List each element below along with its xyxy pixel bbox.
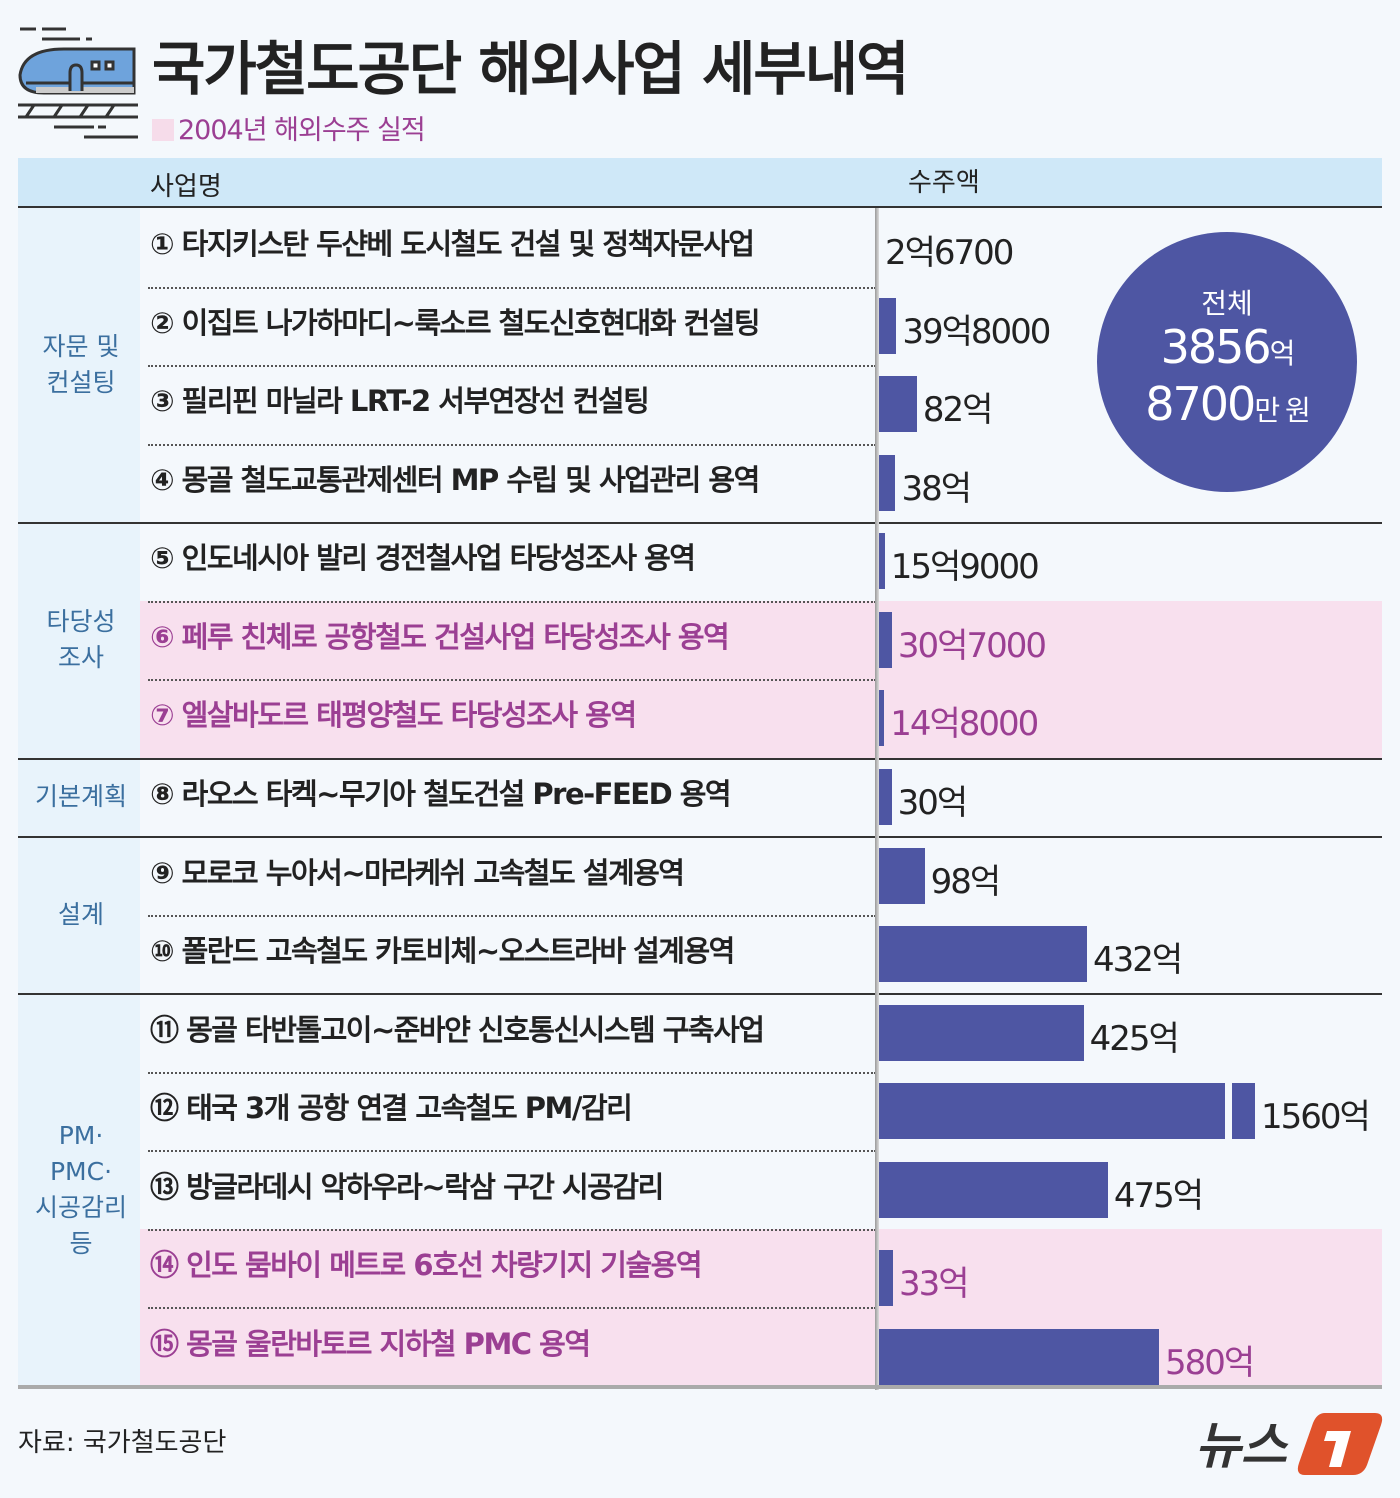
row-divider: [148, 1228, 876, 1231]
bar: [877, 376, 917, 433]
table-row: ⑫ 태국 3개 공항 연결 고속철도 PM/감리 1560억: [140, 1072, 1382, 1151]
value-label: 425억: [1089, 1018, 1180, 1059]
bar: [877, 690, 885, 747]
value-label: 38억: [901, 468, 972, 509]
table-row: ⑪ 몽골 타반톨고이~준바얀 신호통신시스템 구축사업 425억: [140, 993, 1382, 1072]
row-divider: [148, 365, 876, 368]
category-column: [18, 208, 140, 1386]
project-name: ② 이집트 나가하마디~룩소르 철도신호현대화 컨설팅: [150, 305, 761, 340]
project-name: ⑨ 모로코 누아서~마라케쉬 고속철도 설계용역: [150, 855, 685, 890]
row-divider: [18, 522, 1382, 525]
value-label: 432억: [1093, 940, 1183, 981]
category-label: 설계: [57, 899, 104, 929]
value-label: 475억: [1113, 1175, 1204, 1216]
table-row: ③ 필리핀 마닐라 LRT-2 서부연장선 컨설팅 82억: [140, 365, 1382, 444]
row-divider: [148, 1150, 876, 1153]
row-divider: [148, 914, 876, 917]
total-label: 전체: [1201, 287, 1253, 320]
category-label: 타당성 조사: [46, 606, 116, 672]
table-row: ① 타지키스탄 두샨베 도시철도 건설 및 정책자문사업 2억6700: [140, 208, 1382, 287]
bar-axis: [875, 208, 879, 1390]
table-row: ④ 몽골 철도교통관제센터 MP 수립 및 사업관리 용역 38억: [140, 444, 1382, 523]
project-name: ④ 몽골 철도교통관제센터 MP 수립 및 사업관리 용역: [150, 462, 760, 497]
project-name: ⑧ 라오스 타켁~무기아 철도건설 Pre-FEED 용역: [150, 776, 732, 811]
value-label: 30억7000: [897, 625, 1047, 666]
value-label: 2억6700: [885, 233, 1014, 274]
value-label: 15억9000: [890, 547, 1040, 588]
table-row: ⑨ 모로코 누아서~마라케쉬 고속철도 설계용역 98억: [140, 836, 1382, 915]
project-name: ⑤ 인도네시아 발리 경전철사업 타당성조사 용역: [150, 541, 696, 576]
table-row: ⑭ 인도 뭄바이 메트로 6호선 차량기지 기술용역 33억: [140, 1228, 1382, 1308]
project-name: ⑬ 방글라데시 악하우라~락삼 구간 시공감리: [150, 1169, 664, 1204]
row-divider: [18, 993, 1382, 996]
svg-text:뉴스: 뉴스: [1195, 1417, 1289, 1475]
project-name: ① 타지키스탄 두샨베 도시철도 건설 및 정책자문사업: [150, 227, 755, 262]
row-divider: [148, 443, 876, 446]
value-column-header: 수주액: [908, 168, 980, 198]
bar: [877, 1004, 1084, 1061]
bar: [877, 533, 885, 590]
table-row: ⑥ 페루 친체로 공항철도 건설사업 타당성조사 용역 30억7000: [140, 600, 1382, 680]
bar: [877, 1250, 894, 1307]
value-label: 39억8000: [902, 311, 1051, 352]
table-bottom-border: [18, 1385, 1382, 1389]
table-header: [18, 158, 1382, 208]
name-column-header: 사업명: [150, 172, 222, 202]
value-label: 14억8000: [890, 704, 1039, 745]
row-divider: [148, 600, 876, 603]
row-divider: [18, 757, 1382, 760]
value-label: 30억: [897, 782, 969, 823]
row-divider: [148, 286, 876, 289]
project-name: ③ 필리핀 마닐라 LRT-2 서부연장선 컨설팅: [150, 384, 650, 419]
total-amount-1: 3856: [1160, 320, 1272, 374]
bar: [877, 611, 892, 668]
table-row: ② 이집트 나가하마디~룩소르 철도신호현대화 컨설팅 39억8000: [140, 287, 1382, 366]
value-label: 82억: [922, 390, 994, 431]
table-row: ⑩ 폴란드 고속철도 카토비체~오스트라바 설계용역 432억: [140, 915, 1382, 994]
category-label: PM· PMC· 시공감리 등: [34, 1120, 127, 1258]
source-note: 자료: 국가철도공단: [18, 1428, 227, 1458]
bar: [877, 1161, 1108, 1218]
project-name: ⑭ 인도 뭄바이 메트로 6호선 차량기지 기술용역: [150, 1248, 703, 1283]
total-unit-2: 만 원: [1254, 394, 1310, 427]
category-label: 자문 및 컨설팅: [42, 332, 120, 398]
news1-logo: 뉴스: [1195, 1405, 1385, 1481]
row-divider: [18, 836, 1382, 839]
total-badge: 전체 3856억 8700만 원: [1097, 232, 1357, 492]
category-label: 기본계획: [34, 782, 127, 811]
table-row: ⑧ 라오스 타켁~무기아 철도건설 Pre-FEED 용역 30억: [140, 758, 1382, 837]
project-name: ⑥ 페루 친체로 공항철도 건설사업 타당성조사 용역: [150, 619, 730, 654]
project-name: ⑪ 몽골 타반톨고이~준바얀 신호통신시스템 구축사업: [150, 1012, 765, 1047]
row-divider: [148, 1071, 876, 1074]
project-name: ⑩ 폴란드 고속철도 카토비체~오스트라바 설계용역: [150, 934, 735, 969]
bar: [877, 768, 892, 825]
table-row: ⑬ 방글라데시 악하우라~락삼 구간 시공감리 475억: [140, 1150, 1382, 1229]
value-label: 98억: [930, 861, 1002, 902]
row-divider: [148, 1307, 876, 1310]
bar: [877, 1328, 1159, 1385]
project-name: ⑮ 몽골 울란바토르 지하철 PMC 용역: [150, 1326, 591, 1361]
total-amount-2: 8700: [1145, 377, 1256, 431]
bar: [877, 847, 925, 904]
table-row: ⑤ 인도네시아 발리 경전철사업 타당성조사 용역 15억9000: [140, 522, 1382, 601]
table-row: ⑦ 엘살바도르 태평양철도 타당성조사 용역 14억8000: [140, 679, 1382, 758]
value-label: 1560억: [1261, 1097, 1371, 1138]
bar: [877, 454, 896, 511]
project-name: ⑦ 엘살바도르 태평양철도 타당성조사 용역: [150, 698, 637, 733]
bar: [877, 1083, 1225, 1140]
bar: [877, 926, 1087, 983]
value-label: 580억: [1164, 1342, 1255, 1383]
page-title: 국가철도공단 해외사업 세부내역: [152, 35, 909, 103]
bar-break-segment: [1232, 1083, 1255, 1140]
row-divider: [148, 679, 876, 682]
subtitle: 2004년 해외수주 실적: [152, 108, 426, 147]
train-icon: [18, 27, 138, 139]
table-row: ⑮ 몽골 울란바토르 지하철 PMC 용역 580억: [140, 1307, 1382, 1386]
bar: [877, 297, 897, 354]
project-name: ⑫ 태국 3개 공항 연결 고속철도 PM/감리: [150, 1091, 633, 1126]
value-label: 33억: [899, 1264, 970, 1305]
total-unit-1: 억: [1269, 337, 1296, 370]
